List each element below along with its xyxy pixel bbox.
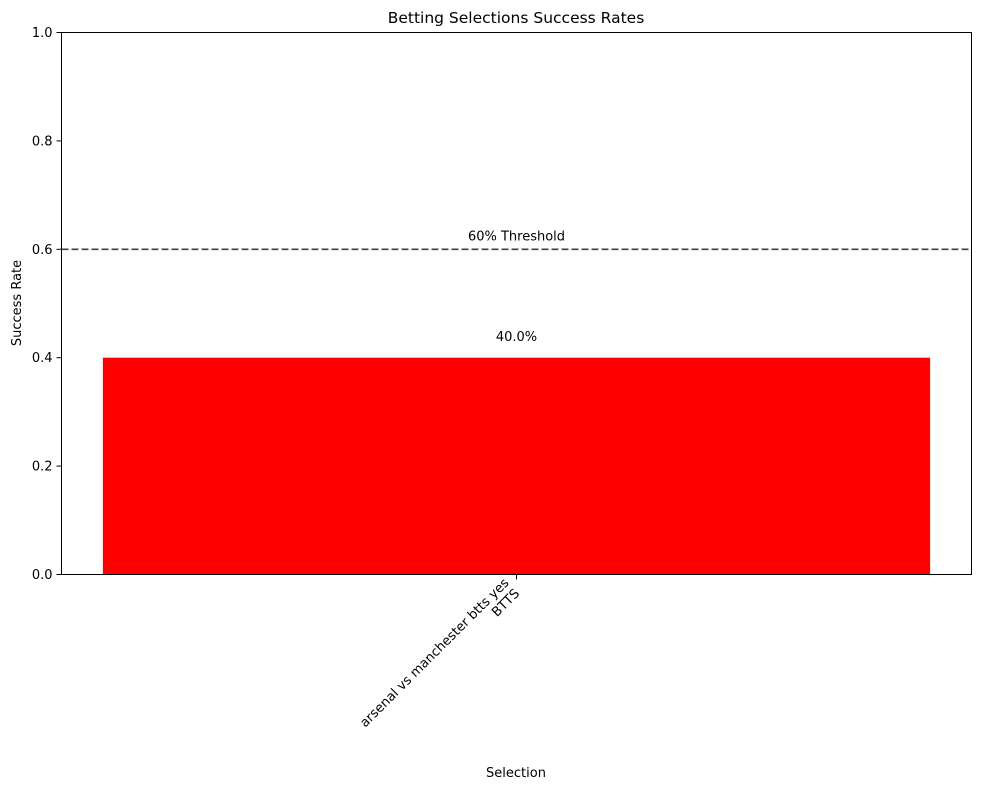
y-tick-label: 1.0	[32, 26, 53, 41]
y-tick-label: 0.2	[32, 460, 53, 475]
x-tick-label-line: arsenal vs manchester btts yes	[357, 576, 512, 731]
chart-title: Betting Selections Success Rates	[388, 9, 645, 27]
bar	[102, 357, 931, 575]
y-tick-label: 0.8	[32, 134, 53, 149]
bar-value-label: 40.0%	[496, 330, 537, 345]
y-tick-label: 0.0	[32, 568, 53, 583]
y-axis: 0.0 0.2 0.4 0.6 0.8 1.0	[32, 26, 62, 583]
y-tick-label: 0.4	[32, 351, 53, 366]
threshold-label: 60% Threshold	[468, 229, 565, 244]
plot-area: 40.0% 60% Threshold	[61, 229, 972, 575]
x-axis-label: Selection	[486, 766, 546, 781]
y-axis-label: Success Rate	[10, 260, 25, 346]
y-tick-label: 0.6	[32, 243, 53, 258]
